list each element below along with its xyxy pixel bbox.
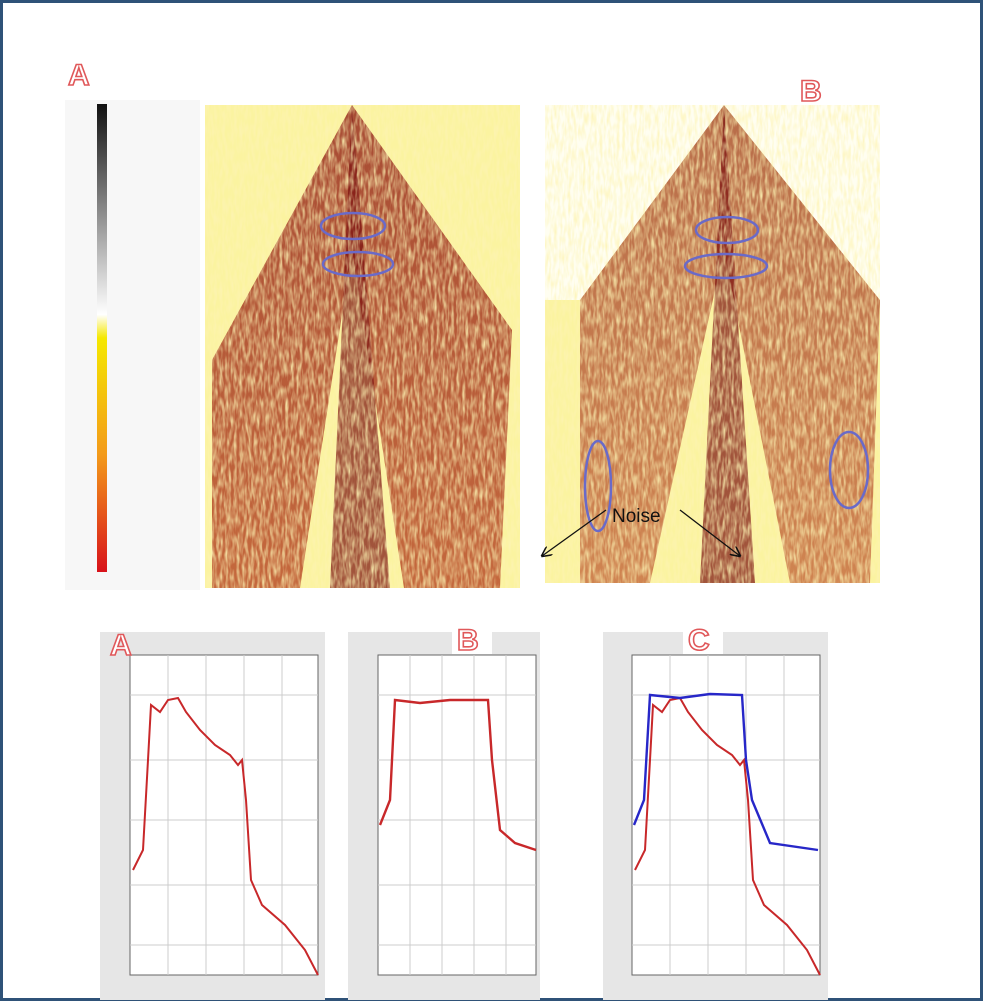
grid: [378, 655, 536, 975]
ellipse: [319, 211, 387, 241]
curve: [632, 692, 819, 852]
ellipse: [321, 250, 395, 278]
texture: [545, 105, 880, 583]
plot-area: [129, 654, 319, 976]
texture: [205, 105, 520, 588]
plot-label: A: [110, 629, 132, 662]
ellipse: [694, 215, 760, 245]
plot-label: C: [688, 624, 710, 657]
plot-area: [377, 654, 537, 976]
spectrum-c: C: [603, 622, 828, 1000]
ellipse: [828, 430, 870, 510]
curve: [132, 696, 319, 976]
panel-label: B: [800, 75, 822, 108]
panel-label: A: [68, 59, 90, 92]
spectrum-a: A: [100, 628, 325, 1000]
colorbar: [97, 104, 107, 572]
ellipse: [683, 252, 769, 280]
annotation: Noise: [612, 506, 661, 527]
label-bg: [452, 622, 492, 654]
arrow: [679, 509, 740, 556]
plot-area: [631, 654, 821, 976]
colorbar-panel: [65, 100, 200, 590]
curve: [378, 698, 537, 852]
label-bg: [683, 622, 723, 654]
arrow: [542, 509, 607, 556]
spectrum-b: B: [348, 622, 540, 1000]
ellipse: [583, 439, 613, 533]
plot-label: B: [457, 624, 479, 657]
curve: [634, 696, 821, 976]
label-bg: [788, 75, 838, 105]
grid: [130, 655, 318, 975]
